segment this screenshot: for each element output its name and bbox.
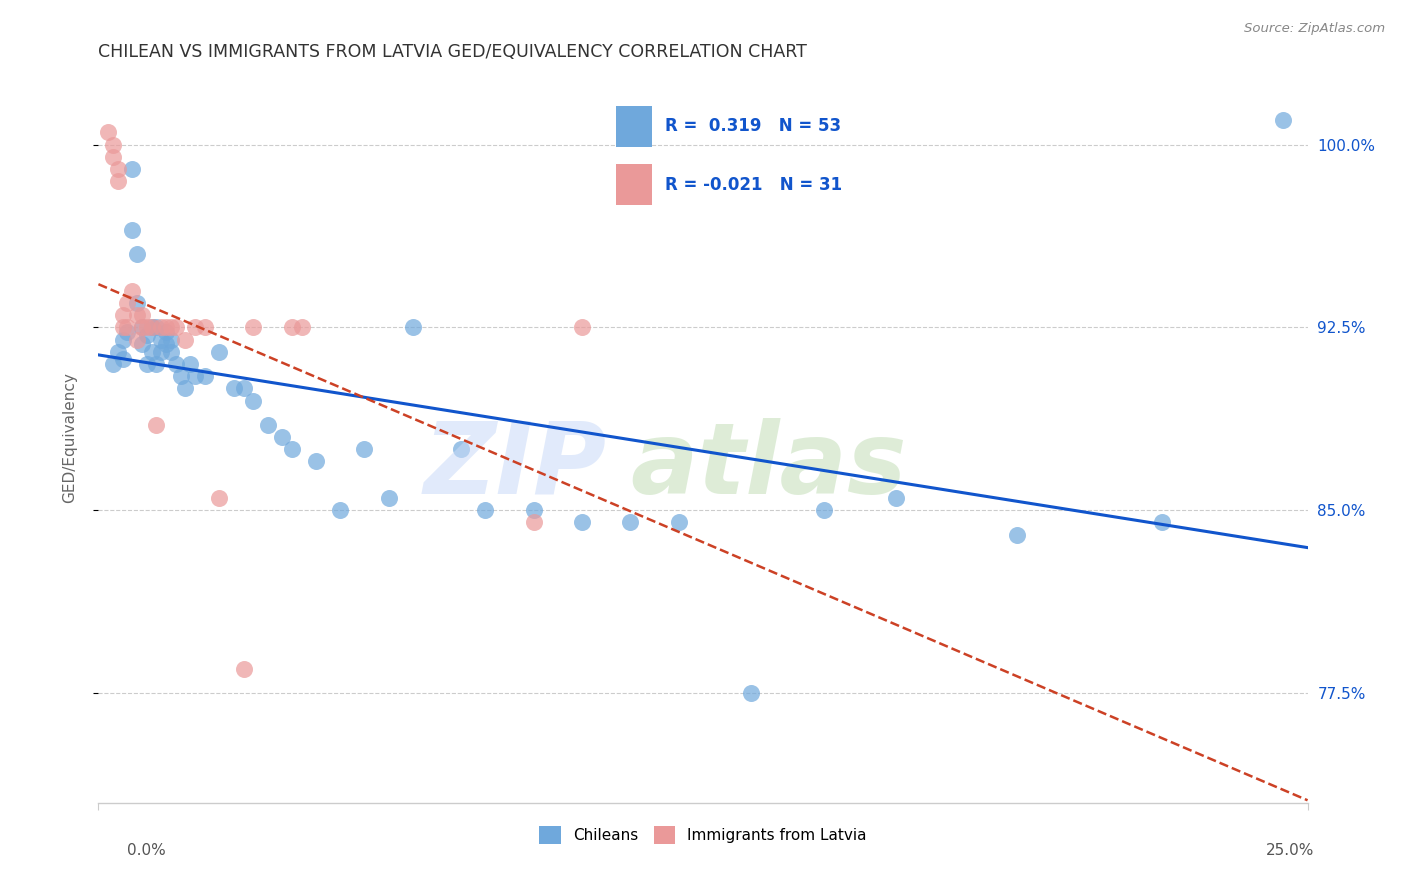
- Point: [141, 320, 163, 334]
- Point: [740, 686, 762, 700]
- Point: [402, 320, 425, 334]
- Point: [127, 247, 149, 261]
- Point: [208, 491, 231, 505]
- Point: [101, 357, 124, 371]
- Legend: Chileans, Immigrants from Latvia: Chileans, Immigrants from Latvia: [533, 820, 873, 850]
- Point: [150, 320, 173, 334]
- Point: [141, 344, 163, 359]
- Point: [619, 516, 641, 530]
- Point: [571, 320, 593, 334]
- Point: [474, 503, 496, 517]
- Point: [101, 137, 124, 152]
- Point: [135, 357, 157, 371]
- Point: [290, 320, 312, 334]
- Point: [194, 320, 217, 334]
- Point: [184, 369, 207, 384]
- Text: Source: ZipAtlas.com: Source: ZipAtlas.com: [1244, 22, 1385, 36]
- Point: [377, 491, 399, 505]
- Point: [1152, 516, 1174, 530]
- Point: [160, 320, 183, 334]
- Point: [450, 442, 472, 457]
- Point: [329, 503, 352, 517]
- Point: [135, 320, 157, 334]
- Point: [179, 357, 201, 371]
- Point: [141, 320, 163, 334]
- Point: [107, 161, 129, 176]
- Point: [1007, 527, 1029, 541]
- Point: [117, 320, 139, 334]
- Text: ZIP: ZIP: [423, 417, 606, 515]
- Point: [111, 320, 134, 334]
- Point: [117, 296, 139, 310]
- Point: [121, 284, 143, 298]
- Point: [184, 320, 207, 334]
- Point: [145, 357, 167, 371]
- Point: [232, 381, 254, 395]
- Point: [131, 320, 153, 334]
- Point: [571, 516, 593, 530]
- Point: [145, 417, 167, 432]
- Text: atlas: atlas: [630, 417, 907, 515]
- Point: [165, 320, 187, 334]
- Point: [160, 333, 183, 347]
- Point: [150, 344, 173, 359]
- Point: [242, 320, 264, 334]
- Point: [160, 344, 183, 359]
- Point: [127, 308, 149, 322]
- Point: [353, 442, 375, 457]
- Point: [242, 393, 264, 408]
- Point: [127, 333, 149, 347]
- Point: [281, 320, 304, 334]
- Point: [131, 337, 153, 351]
- Point: [813, 503, 835, 517]
- Text: 25.0%: 25.0%: [1267, 843, 1315, 858]
- Point: [523, 503, 546, 517]
- Point: [107, 344, 129, 359]
- Point: [256, 417, 278, 432]
- Point: [165, 357, 187, 371]
- Point: [101, 150, 124, 164]
- Point: [169, 369, 191, 384]
- Point: [174, 333, 197, 347]
- Point: [111, 352, 134, 367]
- Point: [155, 337, 177, 351]
- Point: [121, 223, 143, 237]
- Point: [194, 369, 217, 384]
- Point: [107, 174, 129, 188]
- Text: CHILEAN VS IMMIGRANTS FROM LATVIA GED/EQUIVALENCY CORRELATION CHART: CHILEAN VS IMMIGRANTS FROM LATVIA GED/EQ…: [98, 44, 807, 62]
- Point: [145, 320, 167, 334]
- Point: [232, 662, 254, 676]
- Point: [271, 430, 294, 444]
- Point: [97, 125, 120, 139]
- Text: 0.0%: 0.0%: [127, 843, 166, 858]
- Point: [305, 454, 328, 468]
- Point: [111, 308, 134, 322]
- Point: [281, 442, 304, 457]
- Point: [111, 333, 134, 347]
- Point: [131, 320, 153, 334]
- Point: [127, 296, 149, 310]
- Point: [135, 327, 157, 342]
- Point: [222, 381, 245, 395]
- Point: [155, 320, 177, 334]
- Point: [523, 516, 546, 530]
- Point: [131, 308, 153, 322]
- Point: [155, 325, 177, 339]
- Point: [117, 325, 139, 339]
- Point: [886, 491, 908, 505]
- Point: [208, 344, 231, 359]
- Point: [174, 381, 197, 395]
- Point: [121, 161, 143, 176]
- Point: [150, 333, 173, 347]
- Y-axis label: GED/Equivalency: GED/Equivalency: [63, 372, 77, 502]
- Point: [668, 516, 690, 530]
- Point: [1272, 113, 1295, 128]
